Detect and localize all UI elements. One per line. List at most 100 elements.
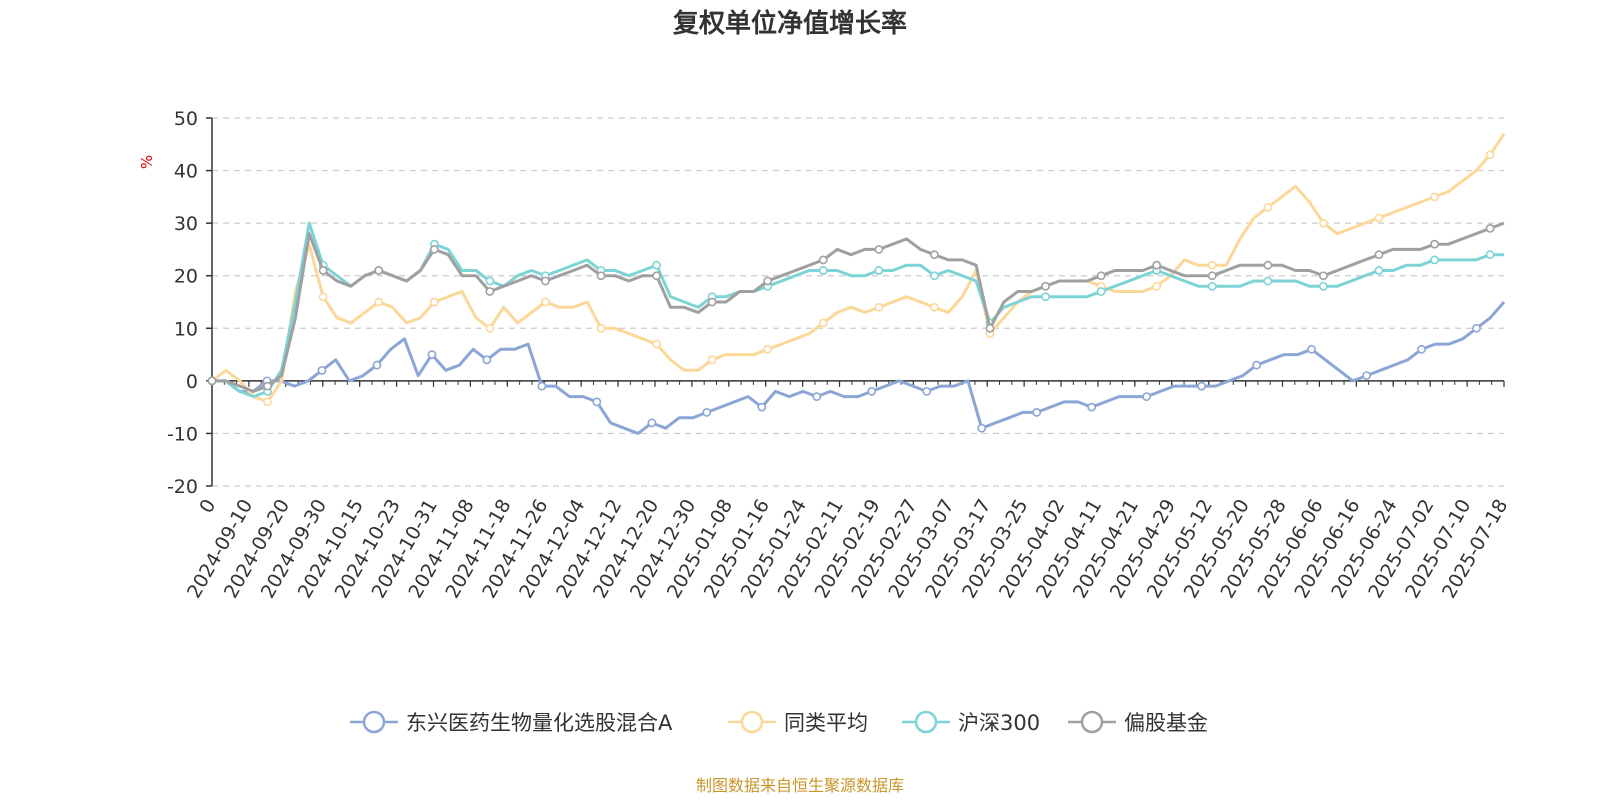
series-point [763, 276, 773, 286]
data-source-note: 制图数据来自恒生聚源数据库 [696, 776, 904, 795]
series-point [374, 297, 384, 307]
series-point [652, 271, 661, 281]
series-point [930, 271, 939, 281]
series-point [1485, 250, 1495, 260]
series-point [763, 344, 773, 354]
series-point [702, 407, 712, 417]
chart-title: 复权单位净值增长率 [673, 8, 907, 39]
axes [206, 117, 1505, 487]
series-point [1263, 276, 1273, 286]
legend-label: 东兴医药生物量化选股混合A [406, 711, 673, 735]
series-point [1374, 250, 1384, 260]
legend-label: 沪深300 [958, 711, 1040, 735]
series-point [1152, 260, 1162, 270]
series-point [922, 386, 932, 396]
legend-item-0[interactable]: 东兴医药生物量化选股混合A [350, 710, 673, 735]
series-point [429, 297, 439, 307]
legend[interactable]: 东兴医药生物量化选股混合A 同类平均 沪深300 偏股基金 [350, 710, 1208, 735]
series-point [1362, 371, 1371, 380]
series-point [1207, 260, 1217, 270]
series-point [541, 276, 550, 286]
series-3 [207, 221, 1505, 393]
series-point [1318, 218, 1328, 228]
series-point [1318, 271, 1328, 281]
y-tick-label: -20 [167, 476, 198, 498]
series-point [930, 302, 939, 312]
series-point [1207, 271, 1217, 281]
legend-item-1[interactable]: 同类平均 [728, 710, 868, 735]
series-point [596, 271, 606, 281]
series-point [652, 339, 661, 349]
legend-item-2[interactable]: 沪深300 [902, 710, 1040, 735]
series-point [818, 266, 828, 275]
series-line-0 [212, 301, 1506, 435]
series-point [1096, 287, 1106, 296]
series-point [757, 402, 767, 412]
series-point [1430, 192, 1439, 202]
series-lines [207, 132, 1506, 435]
series-point [374, 266, 384, 275]
series-point [818, 318, 828, 328]
series-point [1430, 255, 1439, 265]
series-point [596, 323, 606, 333]
series-point [429, 245, 439, 254]
series-point [1430, 239, 1439, 249]
series-point [1374, 213, 1384, 223]
series-point [482, 355, 492, 365]
series-point [1041, 292, 1050, 302]
y-tick-label: 50 [174, 108, 198, 130]
series-point [874, 245, 884, 254]
series-point [537, 381, 547, 391]
series-point [1417, 344, 1426, 354]
grid-lines [212, 117, 1504, 487]
series-point [1032, 407, 1042, 417]
series-point [1485, 223, 1495, 233]
series-point [867, 386, 877, 396]
y-tick-label: 0 [186, 371, 198, 393]
series-point [1472, 323, 1481, 333]
series-point [1197, 381, 1207, 391]
legend-marker [362, 710, 386, 734]
y-tick-labels: -20 -10 0 10 20 30 40 50 [167, 108, 198, 498]
series-point [1152, 281, 1162, 291]
y-tick-label: 20 [174, 266, 198, 288]
legend-marker [740, 710, 764, 734]
series-point [263, 381, 272, 391]
y-tick-label: 10 [174, 318, 198, 340]
series-point [1307, 344, 1316, 354]
legend-marker [1080, 710, 1104, 734]
series-point [541, 297, 550, 307]
series-point [1096, 271, 1106, 281]
series-point [485, 323, 495, 333]
series-0 [207, 301, 1506, 435]
y-tick-label: 30 [174, 213, 198, 235]
series-point [207, 376, 217, 386]
series-point [985, 323, 995, 333]
y-tick-label: -10 [167, 423, 198, 445]
series-point [485, 276, 495, 286]
legend-marker [914, 710, 938, 734]
series-line-3 [212, 221, 1505, 393]
series-point [372, 360, 382, 370]
series-point [874, 302, 884, 312]
y-axis-label: % [138, 155, 156, 169]
series-point [263, 397, 272, 407]
series-point [1252, 360, 1261, 370]
series-point [1207, 281, 1217, 291]
y-tick-label: 40 [174, 161, 198, 183]
legend-item-3[interactable]: 偏股基金 [1068, 710, 1208, 735]
series-point [1041, 281, 1050, 291]
series-point [874, 266, 884, 275]
series-point [1318, 281, 1328, 291]
series-point [485, 287, 495, 296]
series-point [812, 392, 822, 402]
series-point [647, 418, 657, 428]
series-point [818, 255, 828, 265]
series-point [1374, 266, 1384, 275]
series-point [977, 423, 987, 433]
legend-label: 同类平均 [784, 711, 868, 735]
series-point [1142, 392, 1152, 402]
series-point [652, 260, 661, 270]
series-point [930, 250, 939, 260]
